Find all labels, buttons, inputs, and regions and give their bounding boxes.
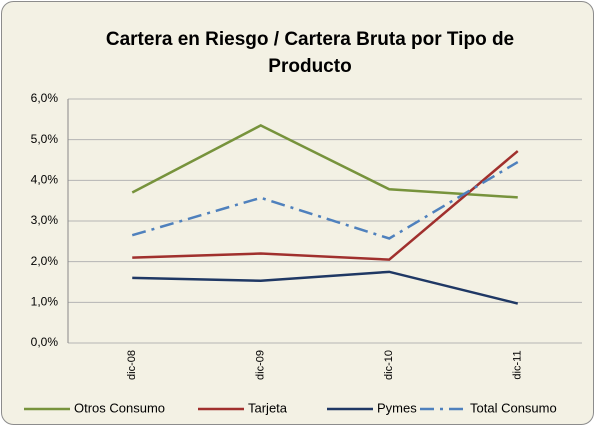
y-tick-label: 2,0% (31, 254, 59, 268)
x-tick-label: dic-10 (383, 350, 395, 380)
x-tick-label: dic-08 (126, 350, 138, 380)
legend-label: Total Consumo (470, 400, 557, 415)
x-tick-label: dic-09 (255, 350, 267, 380)
y-tick-label: 1,0% (31, 295, 59, 309)
x-tick-label: dic-11 (512, 350, 524, 379)
y-tick-label: 0,0% (31, 335, 59, 349)
y-tick-label: 3,0% (31, 213, 59, 227)
series-line (131, 160, 519, 240)
series-line (132, 270, 519, 305)
legend-label: Otros Consumo (74, 400, 165, 415)
y-tick-label: 6,0% (31, 91, 59, 105)
series-line (132, 150, 519, 261)
chart-title: Cartera en Riesgo / Cartera Bruta por Ti… (105, 29, 515, 77)
y-tick-label: 4,0% (31, 173, 59, 187)
legend-label: Tarjeta (248, 400, 288, 415)
series-line (131, 124, 518, 199)
legend-label: Pymes (377, 400, 417, 415)
y-tick-label: 5,0% (31, 132, 59, 146)
